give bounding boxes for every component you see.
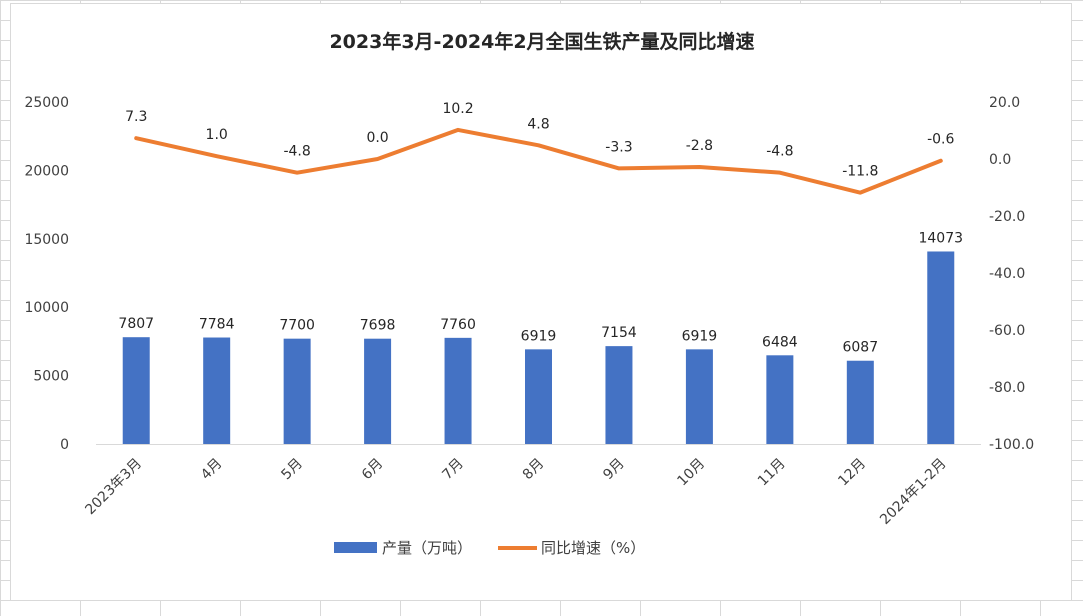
x-axis-tick-label: 9月 <box>600 456 628 484</box>
bar <box>203 337 231 444</box>
line-data-label: -4.8 <box>766 144 793 160</box>
x-axis-tick-label: 11月 <box>755 456 789 490</box>
legend-label-bar: 产量（万吨） <box>382 539 472 557</box>
bar-data-label: 7807 <box>118 316 154 332</box>
bar-data-label: 14073 <box>918 230 963 246</box>
left-axis-tick-label: 25000 <box>24 95 69 111</box>
chart-svg: 2023年3月-2024年2月全国生铁产量及同比增速 0 5000 10000 150… <box>24 30 1034 557</box>
right-axis-ticks: -100.0 -80.0 -60.0 -40.0 -20.0 0.0 20.0 <box>989 95 1034 453</box>
bar-series <box>122 251 955 444</box>
bar <box>927 251 955 444</box>
x-axis-ticks: 2023年3月 4月 5月 6月 7月 8月 9月 10月 11月 12月 2024年1-2月 <box>82 456 949 528</box>
line-series <box>134 127 943 195</box>
bar-data-labels: 7807 7784 7700 7698 7760 6919 7154 6919 6484 6087… <box>118 230 963 355</box>
left-axis-tick-label: 5000 <box>33 369 69 385</box>
bar <box>605 346 633 444</box>
bar-data-label: 6919 <box>521 328 557 344</box>
line-data-label: 4.8 <box>527 116 549 132</box>
bar <box>685 349 713 444</box>
x-axis-tick-label: 5月 <box>278 456 306 484</box>
x-axis-tick-label: 10月 <box>674 456 708 490</box>
line-data-label: 10.2 <box>442 101 473 117</box>
right-axis-tick-label: -40.0 <box>989 266 1025 282</box>
x-axis-tick-label: 2023年3月 <box>82 456 145 519</box>
line-data-label: -11.8 <box>842 164 878 180</box>
bar <box>525 349 552 444</box>
legend-label-line: 同比增速（%） <box>541 539 645 557</box>
right-axis-tick-label: -80.0 <box>989 380 1025 396</box>
line-data-label: -4.8 <box>283 144 310 160</box>
legend: 产量（万吨） 同比增速（%） <box>334 539 645 557</box>
line-data-label: 1.0 <box>206 127 228 143</box>
chart-frame: 2023年3月-2024年2月全国生铁产量及同比增速 0 5000 10000 150… <box>10 3 1072 601</box>
bar-data-label: 6484 <box>762 334 798 350</box>
bar-data-label: 6087 <box>842 340 878 356</box>
left-axis-tick-label: 0 <box>60 437 69 453</box>
left-axis-ticks: 0 5000 10000 15000 20000 25000 <box>24 95 69 453</box>
line-data-label: 0.0 <box>366 130 388 146</box>
x-axis-tick-label: 4月 <box>198 456 226 484</box>
x-axis-tick-label: 7月 <box>439 456 467 484</box>
bar-data-label: 7154 <box>601 325 637 341</box>
line-data-labels: 7.3 1.0 -4.8 0.0 10.2 4.8 -3.3 -2.8 -4.8 -11.8 -0.… <box>125 101 954 180</box>
left-axis-tick-label: 10000 <box>24 300 69 316</box>
bar <box>364 338 392 444</box>
right-axis-tick-label: -20.0 <box>989 209 1025 225</box>
bar <box>283 338 311 444</box>
line-path <box>134 127 943 195</box>
bar-data-label: 6919 <box>682 328 718 344</box>
bar-data-label: 7700 <box>279 318 315 334</box>
x-axis-tick-label: 12月 <box>835 456 869 490</box>
line-data-label: 7.3 <box>125 109 147 125</box>
bar-data-label: 7760 <box>440 317 476 333</box>
right-axis-tick-label: 0.0 <box>989 152 1011 168</box>
bar-data-label: 7784 <box>199 317 235 333</box>
line-data-label: -2.8 <box>686 138 713 154</box>
left-axis-tick-label: 20000 <box>24 163 69 179</box>
bar-data-label: 7698 <box>360 318 396 334</box>
right-axis-tick-label: 20.0 <box>989 95 1020 111</box>
bar <box>846 360 874 444</box>
line-data-label: -0.6 <box>927 132 954 148</box>
chart-title: 2023年3月-2024年2月全国生铁产量及同比增速 <box>329 30 754 53</box>
right-axis-tick-label: -60.0 <box>989 323 1025 339</box>
left-axis-tick-label: 15000 <box>24 232 69 248</box>
bar <box>444 337 472 444</box>
line-data-label: -3.3 <box>605 139 632 155</box>
x-axis-tick-label: 2024年1-2月 <box>877 456 949 528</box>
x-axis-tick-label: 8月 <box>520 456 548 484</box>
legend-swatch-bar <box>334 542 377 553</box>
x-axis-tick-label: 6月 <box>359 456 387 484</box>
right-axis-tick-label: -100.0 <box>989 437 1034 453</box>
bar <box>766 355 794 444</box>
bar <box>122 337 150 444</box>
